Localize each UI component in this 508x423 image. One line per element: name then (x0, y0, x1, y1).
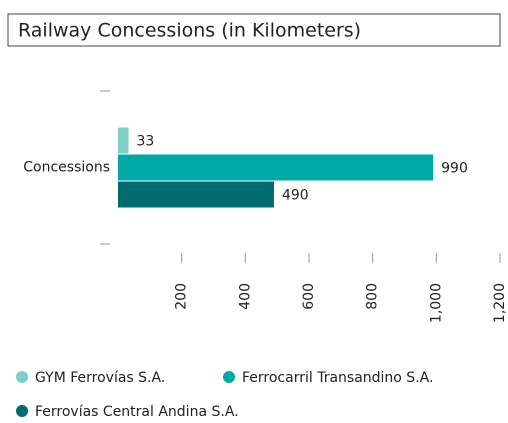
x-tick-label: 1,000 (428, 283, 444, 323)
x-tick-label: 400 (237, 283, 253, 310)
x-tick-label: 1,200 (492, 283, 508, 323)
y-tick-label: Concessions (23, 160, 110, 176)
bar (118, 181, 274, 208)
chart-title: Railway Concessions (in Kilometers) (18, 20, 361, 42)
legend-marker (16, 371, 28, 383)
bar (118, 154, 434, 181)
title-box (7, 13, 501, 47)
legend-marker (223, 371, 235, 383)
legend-label: Ferrovías Central Andina S.A. (35, 404, 239, 420)
value-label: 990 (441, 161, 468, 177)
legend-label: GYM Ferrovías S.A. (35, 370, 165, 386)
legend-marker (16, 405, 28, 417)
value-label: 490 (282, 188, 309, 204)
x-tick-label: 200 (174, 283, 190, 310)
legend-label: Ferrocarril Transandino S.A. (242, 370, 433, 386)
x-tick-label: 800 (365, 283, 381, 310)
bar (118, 127, 129, 154)
x-tick-label: 600 (301, 283, 317, 310)
value-label: 33 (137, 134, 155, 150)
